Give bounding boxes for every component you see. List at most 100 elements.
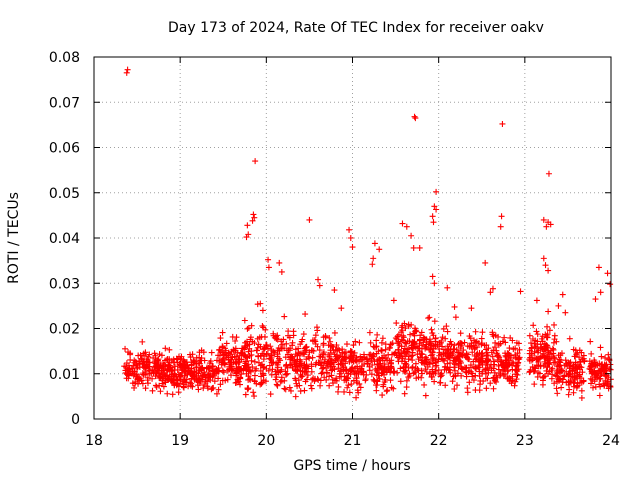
data-point (159, 360, 166, 367)
data-point (306, 216, 313, 223)
data-point (509, 359, 516, 366)
data-point (263, 365, 270, 372)
data-point (447, 338, 454, 345)
data-point (428, 326, 435, 333)
data-point (531, 367, 538, 374)
data-point (226, 366, 233, 373)
data-point (430, 357, 437, 364)
data-point (580, 377, 587, 384)
data-point (439, 356, 446, 363)
data-point (370, 255, 377, 262)
data-point (536, 370, 543, 377)
data-point (422, 392, 429, 399)
data-point (326, 334, 333, 341)
data-point (438, 355, 445, 362)
data-point (377, 360, 384, 367)
data-point (472, 364, 479, 371)
data-point (262, 326, 269, 333)
data-point (274, 364, 281, 371)
data-point (451, 346, 458, 353)
data-point (398, 343, 405, 350)
data-point (554, 390, 561, 397)
data-point (248, 351, 255, 358)
data-point (394, 369, 401, 376)
data-point (350, 369, 357, 376)
data-point (201, 357, 208, 364)
data-point (602, 372, 609, 379)
data-point (141, 352, 148, 359)
data-point (152, 382, 159, 389)
data-point (170, 373, 177, 380)
data-point (355, 371, 362, 378)
data-point (425, 315, 432, 322)
data-point (312, 340, 319, 347)
data-point (357, 353, 364, 360)
data-point (367, 339, 374, 346)
data-point (508, 352, 515, 359)
data-point (477, 381, 484, 388)
data-point (402, 325, 409, 332)
data-point (374, 331, 381, 338)
data-point (595, 264, 602, 271)
data-point (413, 375, 420, 382)
data-point (541, 354, 548, 361)
data-point (281, 313, 288, 320)
data-point (410, 345, 417, 352)
data-point (244, 341, 251, 348)
data-point (458, 365, 465, 372)
data-point (388, 384, 395, 391)
data-point (431, 280, 438, 287)
data-point (480, 378, 487, 385)
data-point (309, 337, 316, 344)
data-point (470, 342, 477, 349)
data-point (242, 358, 249, 365)
x-tick-label: 22 (430, 433, 448, 449)
data-point (251, 214, 258, 221)
data-point (159, 370, 166, 377)
data-point (264, 345, 271, 352)
data-point (387, 377, 394, 384)
data-point (331, 287, 338, 294)
data-point (397, 365, 404, 372)
data-point (154, 367, 161, 374)
y-tick-labels: 0 0.01 0.02 0.03 0.04 0.05 0.06 0.07 0.08 (49, 50, 80, 428)
data-point (269, 366, 276, 373)
data-point (546, 327, 553, 334)
data-point (344, 384, 351, 391)
data-point (563, 360, 570, 367)
data-point (436, 345, 443, 352)
data-point (598, 371, 605, 378)
data-point (281, 385, 288, 392)
data-point (289, 339, 296, 346)
data-point (257, 367, 264, 374)
data-point (207, 377, 214, 384)
data-point (455, 341, 462, 348)
data-point (273, 381, 280, 388)
data-point (123, 69, 130, 76)
data-point (336, 347, 343, 354)
data-point (451, 303, 458, 310)
data-point (462, 368, 469, 375)
data-point (196, 349, 203, 356)
data-point (378, 339, 385, 346)
data-point (187, 370, 194, 377)
data-point (403, 384, 410, 391)
data-point (605, 351, 612, 358)
x-tick-label: 18 (85, 433, 103, 449)
data-point (152, 360, 159, 367)
data-point (602, 354, 609, 361)
data-point (407, 331, 414, 338)
data-point (452, 372, 459, 379)
data-point (130, 362, 137, 369)
data-point (526, 369, 533, 376)
data-point (232, 345, 239, 352)
x-tick-label: 24 (602, 433, 620, 449)
data-point (427, 342, 434, 349)
data-point (528, 340, 535, 347)
data-point (411, 328, 418, 335)
data-point (556, 356, 563, 363)
data-point (217, 335, 224, 342)
data-point (549, 345, 556, 352)
data-point (181, 364, 188, 371)
data-point (444, 328, 451, 335)
